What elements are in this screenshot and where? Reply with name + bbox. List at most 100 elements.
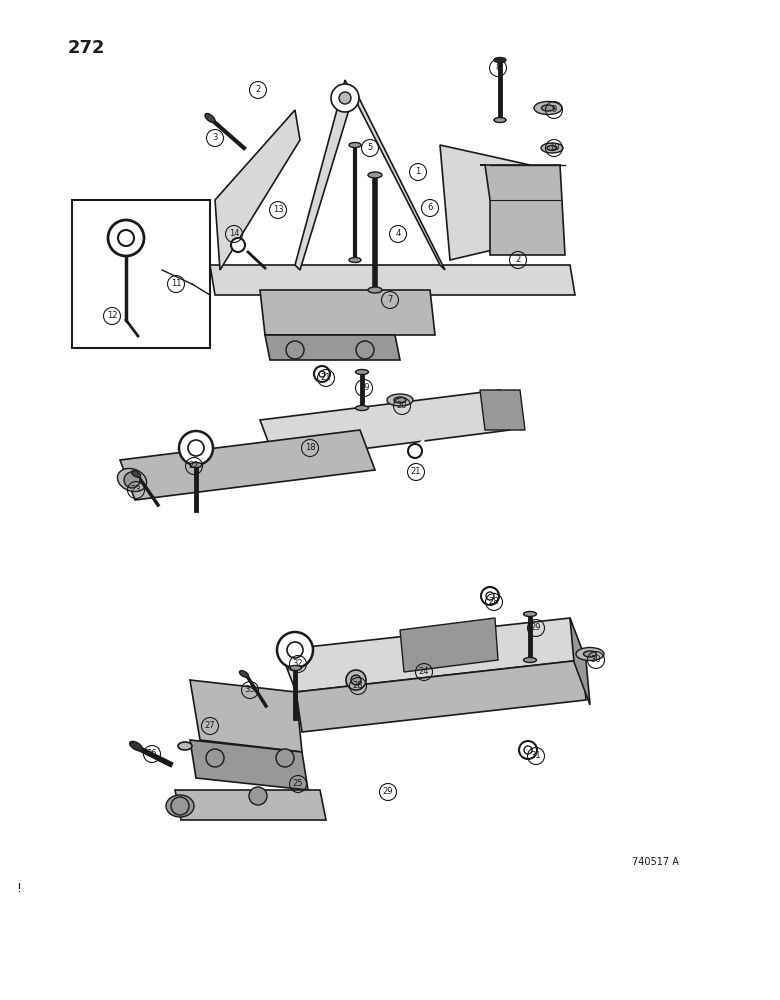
Circle shape [188, 440, 204, 456]
Text: 7: 7 [388, 296, 392, 304]
Circle shape [249, 787, 267, 805]
Circle shape [124, 472, 140, 488]
Polygon shape [295, 80, 445, 270]
Text: 32: 32 [292, 660, 303, 668]
Polygon shape [215, 110, 300, 270]
Text: 18: 18 [305, 444, 315, 452]
Text: 740517 A: 740517 A [632, 857, 679, 867]
Circle shape [287, 642, 303, 658]
Text: 31: 31 [530, 752, 541, 760]
Circle shape [286, 341, 304, 359]
Circle shape [314, 366, 330, 382]
Text: 2: 2 [516, 255, 520, 264]
Text: 8: 8 [495, 64, 501, 73]
Ellipse shape [205, 114, 215, 122]
Text: 33: 33 [245, 686, 255, 694]
Text: 272: 272 [68, 39, 105, 57]
Circle shape [118, 230, 134, 246]
Text: 9: 9 [551, 105, 557, 114]
Polygon shape [480, 165, 565, 255]
Text: 24: 24 [419, 668, 429, 676]
Polygon shape [570, 618, 590, 705]
Text: 4: 4 [395, 230, 401, 238]
Polygon shape [480, 390, 525, 430]
Circle shape [171, 797, 189, 815]
Circle shape [276, 749, 294, 767]
Circle shape [319, 371, 325, 377]
Circle shape [356, 341, 374, 359]
Polygon shape [280, 618, 582, 692]
Polygon shape [190, 680, 302, 752]
Ellipse shape [394, 397, 406, 403]
Text: 22: 22 [189, 462, 199, 471]
Polygon shape [210, 265, 575, 295]
Ellipse shape [387, 394, 413, 406]
Ellipse shape [118, 468, 147, 492]
Circle shape [524, 746, 532, 754]
Ellipse shape [547, 145, 557, 150]
Circle shape [346, 670, 366, 690]
Text: 10: 10 [549, 143, 559, 152]
Circle shape [519, 741, 537, 759]
Ellipse shape [541, 105, 555, 111]
Polygon shape [190, 740, 308, 790]
Text: 13: 13 [273, 206, 283, 215]
Text: 14: 14 [229, 230, 239, 238]
Circle shape [351, 675, 361, 685]
Ellipse shape [356, 369, 368, 374]
Ellipse shape [534, 102, 562, 114]
Circle shape [339, 92, 351, 104]
Ellipse shape [368, 287, 382, 293]
Text: 25: 25 [292, 780, 303, 788]
Polygon shape [260, 290, 435, 335]
Ellipse shape [541, 143, 563, 153]
Ellipse shape [494, 117, 506, 122]
Ellipse shape [129, 741, 142, 751]
Text: 5: 5 [367, 143, 373, 152]
Ellipse shape [132, 471, 140, 477]
Ellipse shape [166, 795, 194, 817]
Text: 29: 29 [383, 788, 393, 796]
Ellipse shape [239, 671, 249, 677]
Ellipse shape [289, 666, 302, 670]
Ellipse shape [368, 172, 382, 178]
Text: 30: 30 [590, 656, 601, 664]
Text: 20: 20 [397, 401, 407, 410]
Circle shape [277, 632, 313, 668]
Polygon shape [296, 660, 586, 732]
Polygon shape [265, 335, 400, 360]
Polygon shape [175, 790, 326, 820]
Ellipse shape [190, 462, 202, 468]
Text: 19: 19 [359, 383, 369, 392]
FancyBboxPatch shape [72, 200, 210, 348]
Circle shape [331, 84, 359, 112]
Circle shape [231, 238, 245, 252]
Text: 2: 2 [255, 86, 261, 95]
Text: 6: 6 [427, 204, 433, 213]
Ellipse shape [356, 406, 368, 410]
Circle shape [486, 592, 494, 600]
Polygon shape [440, 145, 535, 260]
Text: 28: 28 [489, 597, 499, 606]
Ellipse shape [494, 57, 506, 62]
Circle shape [179, 431, 213, 465]
Polygon shape [120, 430, 375, 500]
Text: 1: 1 [416, 167, 420, 176]
Text: 21: 21 [411, 468, 421, 477]
Circle shape [481, 587, 499, 605]
Ellipse shape [349, 142, 361, 147]
Text: !: ! [16, 882, 21, 895]
Circle shape [108, 220, 144, 256]
Polygon shape [260, 390, 510, 460]
Text: 12: 12 [107, 312, 117, 320]
Ellipse shape [178, 742, 192, 750]
Ellipse shape [576, 648, 604, 660]
Text: 3: 3 [212, 133, 218, 142]
Text: 26: 26 [147, 750, 158, 758]
Text: 27: 27 [204, 722, 215, 730]
Ellipse shape [583, 651, 597, 657]
Text: 29: 29 [530, 624, 541, 633]
Ellipse shape [523, 658, 537, 662]
Polygon shape [400, 618, 498, 672]
Text: 21: 21 [321, 373, 332, 382]
